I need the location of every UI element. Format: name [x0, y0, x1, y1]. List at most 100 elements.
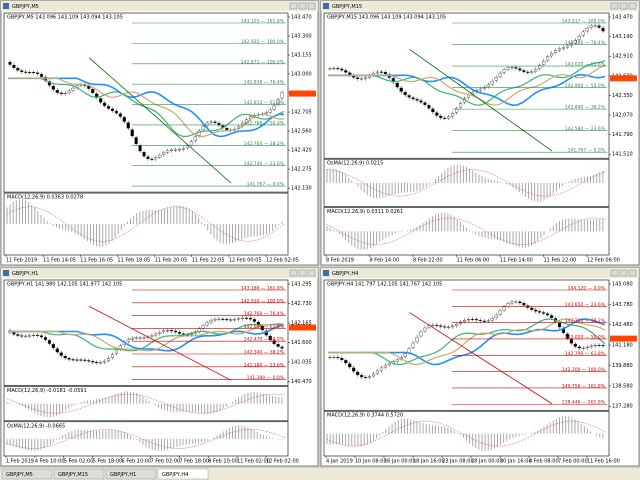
candle-body: [554, 50, 558, 53]
candle-body: [12, 332, 16, 335]
candle-body: [415, 99, 419, 101]
tab[interactable]: [105, 468, 157, 480]
current-price-marker: [610, 75, 637, 82]
candle-body: [577, 36, 581, 40]
tab[interactable]: [1, 468, 53, 480]
indicator-label: MACD(12,26,9) 0.0363 0.0278: [7, 195, 83, 201]
candle-body: [514, 67, 518, 69]
window-max-button[interactable]: [619, 269, 628, 277]
chart-info: GBPJPY,H1 141.980 142.105 141.977 142.10…: [7, 282, 122, 288]
candle-body: [530, 307, 534, 310]
level-label: 143.020 — 61.8%: [565, 62, 606, 68]
tab[interactable]: [157, 468, 209, 480]
candle-body: [514, 301, 518, 303]
main-plot: [3, 12, 289, 193]
candle-body: [170, 149, 174, 151]
candle-body: [439, 325, 443, 327]
window-close-button[interactable]: [307, 269, 316, 277]
moving-average: [8, 77, 285, 138]
candle-body: [455, 108, 459, 113]
price-label: 142.480: [612, 322, 633, 328]
candle-body: [103, 360, 107, 363]
time-label: 5 Feb 18:00: [93, 459, 123, 465]
candle-body: [205, 322, 209, 326]
candle-body: [71, 359, 75, 361]
candle-body: [205, 122, 209, 126]
time-label: 4 Feb 10:00: [35, 459, 65, 465]
price-label: 141.035: [291, 360, 312, 366]
candle-body: [260, 325, 264, 331]
candle-body: [470, 319, 474, 320]
candle-body: [506, 67, 510, 70]
candle-body: [379, 71, 383, 73]
candle-body: [478, 320, 482, 322]
candle-body: [383, 72, 387, 75]
time-label: 11 Feb 14:05: [43, 258, 76, 264]
candle-body: [174, 149, 178, 151]
candle-body: [28, 335, 32, 337]
candle-body: [193, 136, 197, 141]
tab[interactable]: [53, 468, 105, 480]
window-max-button[interactable]: [298, 2, 307, 10]
level-label: 142.788 — 50.0%: [244, 120, 285, 126]
candle-body: [280, 346, 284, 349]
candle-body: [431, 324, 435, 326]
window-min-button[interactable]: [610, 2, 619, 10]
level-label: 143.217 — 100.0%: [562, 19, 606, 25]
window-max-button[interactable]: [619, 2, 628, 10]
candle-body: [379, 367, 383, 371]
candle-body: [114, 349, 118, 354]
candle-body: [443, 326, 447, 328]
candle-body: [360, 78, 364, 80]
window-close-button[interactable]: [628, 2, 637, 10]
indicator-plot: [323, 207, 610, 256]
candle-body: [356, 371, 360, 375]
window-close-button[interactable]: [307, 2, 316, 10]
window-min-button[interactable]: [610, 269, 619, 277]
candle-body: [391, 78, 395, 83]
window-max-button[interactable]: [298, 269, 307, 277]
window-min-button[interactable]: [289, 2, 298, 10]
tab-label: GBPJPY,H1: [110, 472, 136, 478]
tab-label: GBPJPY,H4: [162, 472, 188, 478]
level-label: 141.767 — 0.0%: [247, 182, 285, 188]
candle-body: [399, 87, 403, 92]
window-close-button[interactable]: [628, 269, 637, 277]
price-label: 143.780: [612, 302, 633, 308]
candle-body: [122, 117, 126, 122]
candle-body: [248, 318, 253, 320]
candle-body: [534, 69, 538, 72]
candle-body: [245, 317, 249, 319]
candle-body: [577, 346, 581, 349]
indicator-label: OsMA(12,26,9) -0.0665: [7, 423, 65, 429]
level-label: 142.930 — 100.0%: [241, 298, 285, 304]
candle-body: [130, 338, 134, 340]
candle-body: [344, 360, 348, 364]
candle-body: [387, 363, 391, 366]
candle-body: [47, 340, 51, 344]
level-label: 143.650 — 23.6%: [565, 302, 606, 308]
candle-body: [162, 330, 166, 333]
candle-body: [530, 71, 534, 73]
signal-line: [6, 206, 286, 242]
candle-body: [103, 102, 107, 106]
signal-line: [6, 429, 286, 449]
candle-body: [486, 84, 490, 87]
candle-body: [201, 125, 205, 131]
level-label: 143.186 — 161.8%: [241, 286, 285, 292]
price-label: 141.510: [612, 152, 633, 158]
level-label: 141.767 — 0.0%: [568, 148, 606, 154]
candle-body: [522, 70, 526, 72]
candle-body: [375, 370, 379, 374]
time-label: 11 Feb 20:05: [155, 258, 188, 264]
candle-body: [118, 113, 122, 117]
candle-body: [498, 72, 502, 77]
price-label: 142.275: [291, 167, 312, 173]
window-min-button[interactable]: [289, 269, 298, 277]
candle-body: [43, 337, 47, 340]
title-bar: [1, 268, 318, 278]
candle-body: [597, 25, 601, 28]
candle-body: [233, 319, 237, 321]
main-plot: [3, 279, 289, 386]
candle-body: [538, 311, 542, 313]
